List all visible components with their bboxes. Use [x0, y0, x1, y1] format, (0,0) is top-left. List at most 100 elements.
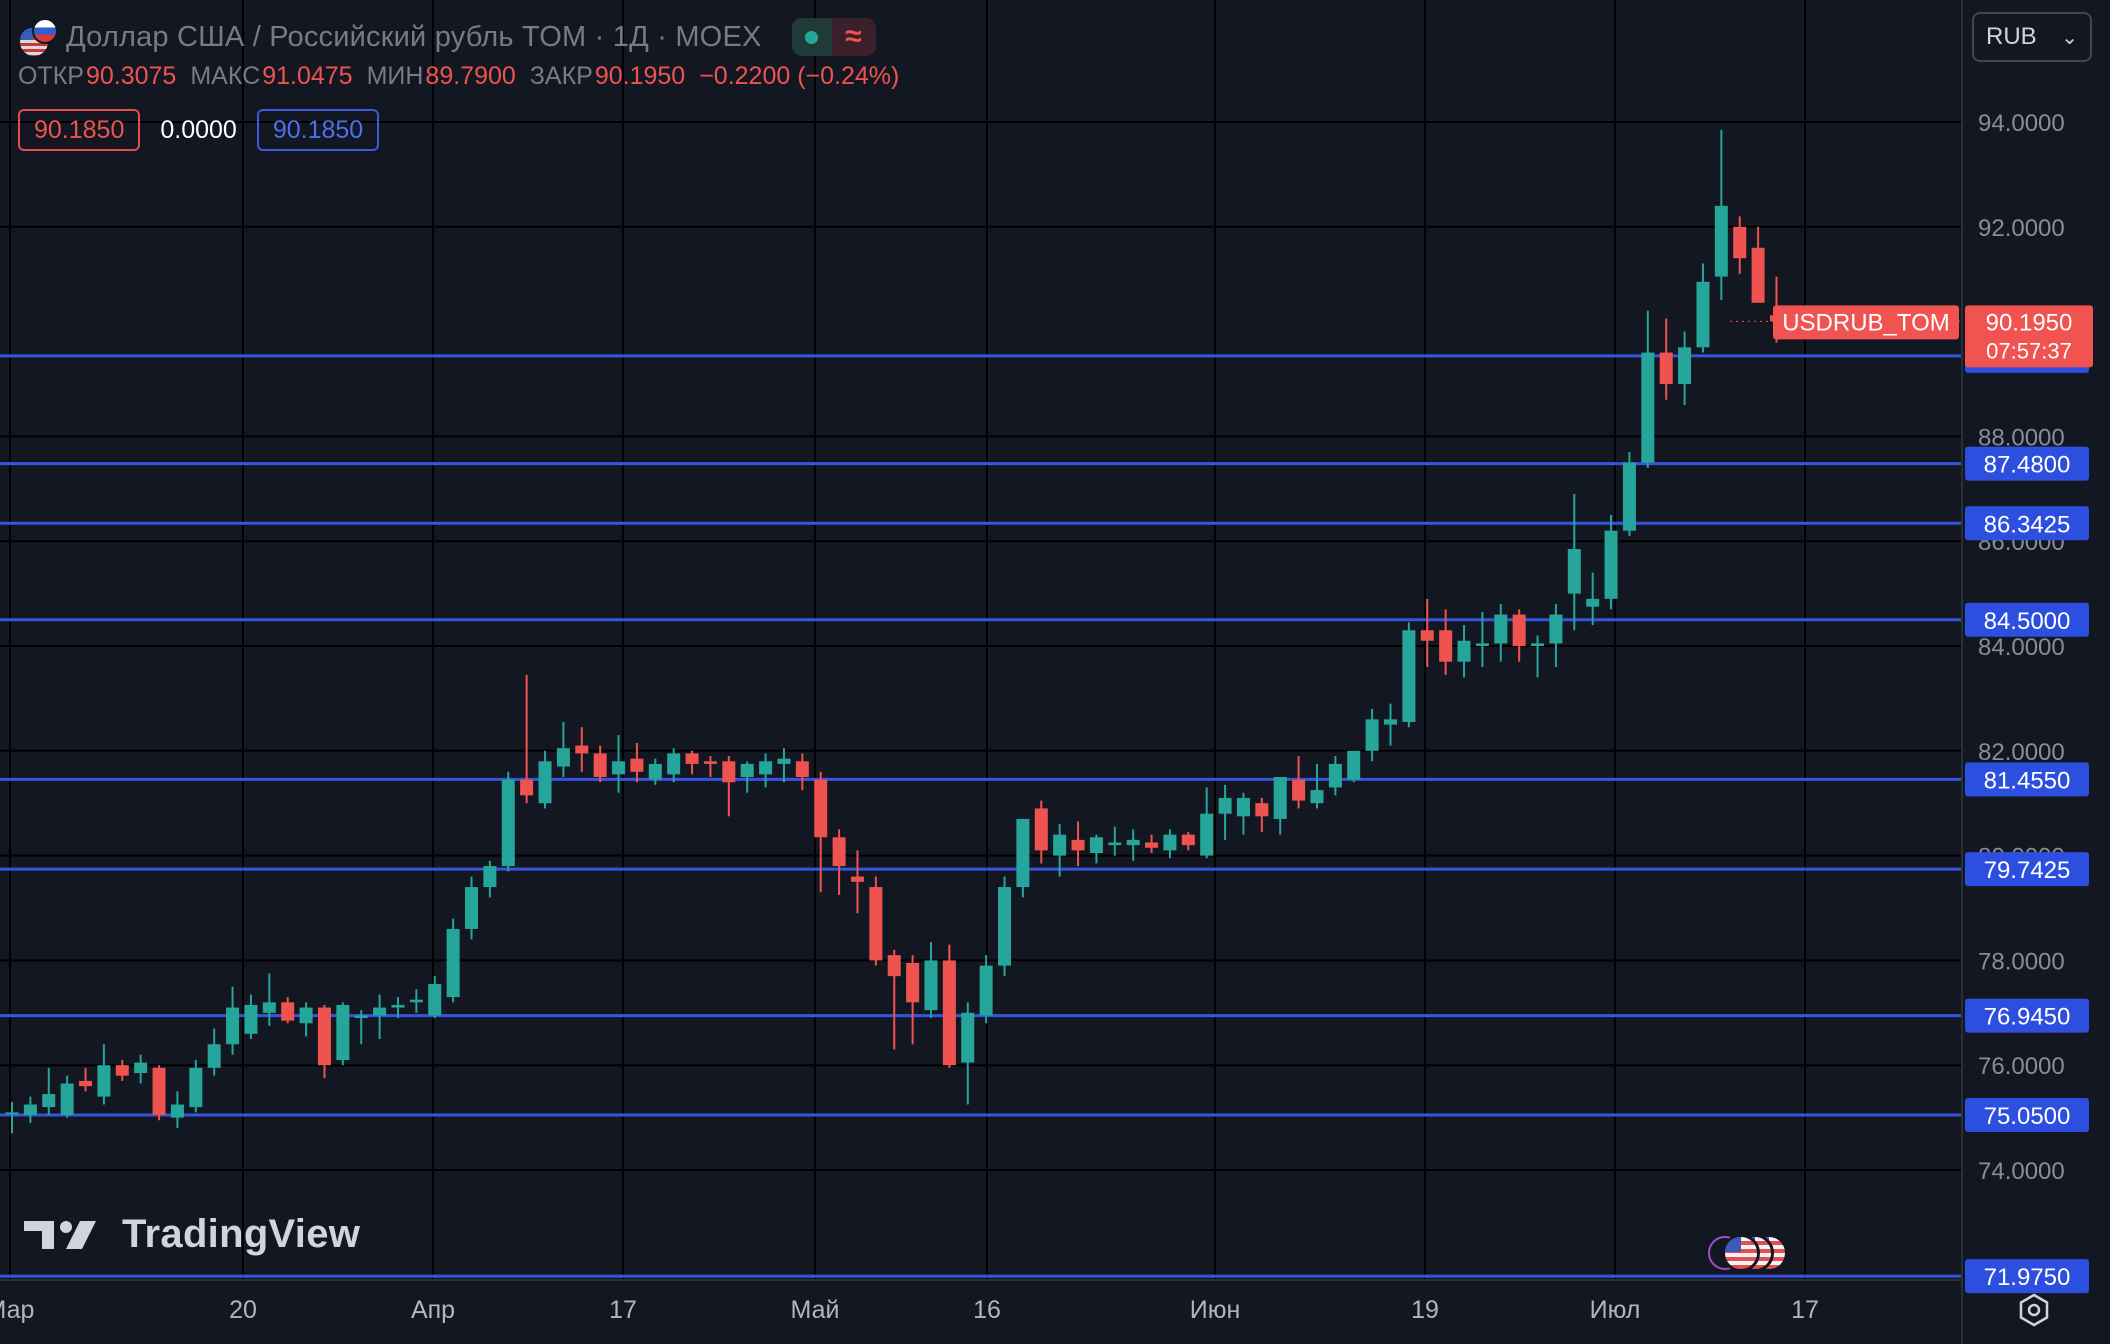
- candle-body: [1567, 549, 1581, 594]
- level-label-bg: [1965, 1097, 2089, 1132]
- sell-button[interactable]: 90.1850: [18, 109, 141, 151]
- candle-body: [1347, 750, 1361, 780]
- candle: [115, 1059, 129, 1081]
- candle-body: [1531, 643, 1545, 646]
- candle: [850, 850, 864, 914]
- level-label: 76.9450: [1984, 1004, 2071, 1031]
- currency-value: RUB: [1986, 23, 2037, 50]
- candle: [1126, 829, 1140, 861]
- candle: [1475, 611, 1489, 667]
- level-label: 71.9750: [1984, 1264, 2071, 1291]
- time-tick-label: 17: [1791, 1296, 1819, 1324]
- candle-body: [1494, 614, 1508, 644]
- candle: [1457, 625, 1471, 678]
- candle-body: [685, 753, 699, 764]
- event-badges[interactable]: [1708, 1234, 1818, 1274]
- candle: [207, 1028, 221, 1076]
- candle-body: [501, 779, 515, 867]
- candle: [630, 742, 644, 783]
- close-label: ЗАКР: [529, 62, 593, 90]
- time-tick-label: Июл: [1590, 1296, 1641, 1324]
- candle: [1071, 821, 1085, 867]
- price-tick-label: 78.0000: [1978, 948, 2065, 975]
- time-tick-label: Июн: [1190, 1296, 1241, 1324]
- candle-body: [979, 965, 993, 1016]
- candle: [317, 1004, 331, 1079]
- candle: [42, 1067, 56, 1115]
- candle-body: [703, 761, 717, 764]
- candle-body: [740, 763, 754, 777]
- candle: [1696, 263, 1710, 353]
- candle: [1384, 703, 1397, 746]
- level-label: 81.4550: [1984, 767, 2071, 794]
- candle: [1549, 604, 1563, 667]
- price-tick-label: 84.0000: [1978, 634, 2065, 661]
- candle: [501, 771, 515, 872]
- candle-body: [1439, 630, 1453, 662]
- candle-body: [134, 1062, 148, 1074]
- tradingview-logo[interactable]: TradingView: [24, 1212, 360, 1257]
- candle-body: [1236, 797, 1250, 817]
- market-status-pill[interactable]: ≈: [791, 18, 876, 56]
- candle-body: [317, 1007, 331, 1066]
- level-label-bg: [1965, 762, 2089, 797]
- candle: [1310, 763, 1324, 809]
- candle: [446, 918, 460, 1003]
- candle: [60, 1075, 74, 1118]
- buy-button[interactable]: 90.1850: [256, 109, 380, 151]
- us-flag-event-icon[interactable]: [1722, 1234, 1760, 1272]
- candle-body: [1200, 813, 1214, 856]
- candle: [1365, 708, 1379, 762]
- candles: [5, 129, 1783, 1134]
- candle: [740, 761, 754, 793]
- candle: [759, 753, 773, 788]
- candle-body: [1126, 839, 1140, 846]
- currency-select[interactable]: RUB ⌄: [1972, 12, 2092, 62]
- low-label: МИН: [366, 62, 424, 90]
- open-value: 90.3075: [85, 62, 177, 90]
- candle-body: [998, 887, 1012, 966]
- level-label: 86.3425: [1984, 511, 2071, 538]
- candle-body: [1604, 530, 1618, 599]
- candle-body: [1696, 281, 1710, 348]
- candle: [1402, 622, 1416, 728]
- open-label: ОТКР: [18, 62, 84, 90]
- candle: [1678, 331, 1692, 405]
- candle: [795, 753, 809, 791]
- candle: [1641, 310, 1655, 468]
- last-price-bg: [1965, 305, 2093, 368]
- candle: [556, 721, 570, 777]
- candle: [575, 727, 589, 772]
- candle-body: [630, 758, 644, 772]
- candle: [97, 1044, 111, 1105]
- price-tick-label: 92.0000: [1978, 215, 2065, 242]
- candle-body: [60, 1083, 74, 1115]
- candle-body: [1549, 614, 1563, 644]
- candle-body: [79, 1080, 93, 1087]
- candle-body: [1163, 834, 1177, 851]
- close-value: 90.1950: [594, 62, 686, 90]
- candle: [1200, 787, 1214, 859]
- settings-icon[interactable]: [2016, 1292, 2052, 1328]
- time-tick-label: 20: [229, 1296, 257, 1324]
- candle: [685, 750, 699, 775]
- symbol-title[interactable]: Доллар США / Российский рубль TOM · 1Д ·…: [66, 20, 762, 53]
- time-tick-label: 19: [1411, 1296, 1439, 1324]
- candle-body: [244, 1004, 258, 1034]
- symbol-label: USDRUB_TOM: [1782, 309, 1950, 336]
- candle: [703, 756, 717, 777]
- candle-body: [1145, 842, 1159, 848]
- candle: [262, 973, 276, 1026]
- level-label-bg: [1965, 998, 2089, 1033]
- ohlc-legend: ОТКР 90.3075 МАКС 91.0475 МИН 89.7900 ЗА…: [18, 62, 899, 91]
- candle: [336, 1002, 350, 1066]
- candle: [299, 1002, 313, 1037]
- level-label-bg: [1965, 446, 2089, 481]
- last-price-value: 90.1950: [1986, 309, 2073, 336]
- candle: [1273, 777, 1287, 835]
- price-tick-label: 82.0000: [1978, 739, 2065, 766]
- change-value: −0.2200 (−0.24%): [699, 62, 900, 90]
- candle-body: [1016, 818, 1030, 888]
